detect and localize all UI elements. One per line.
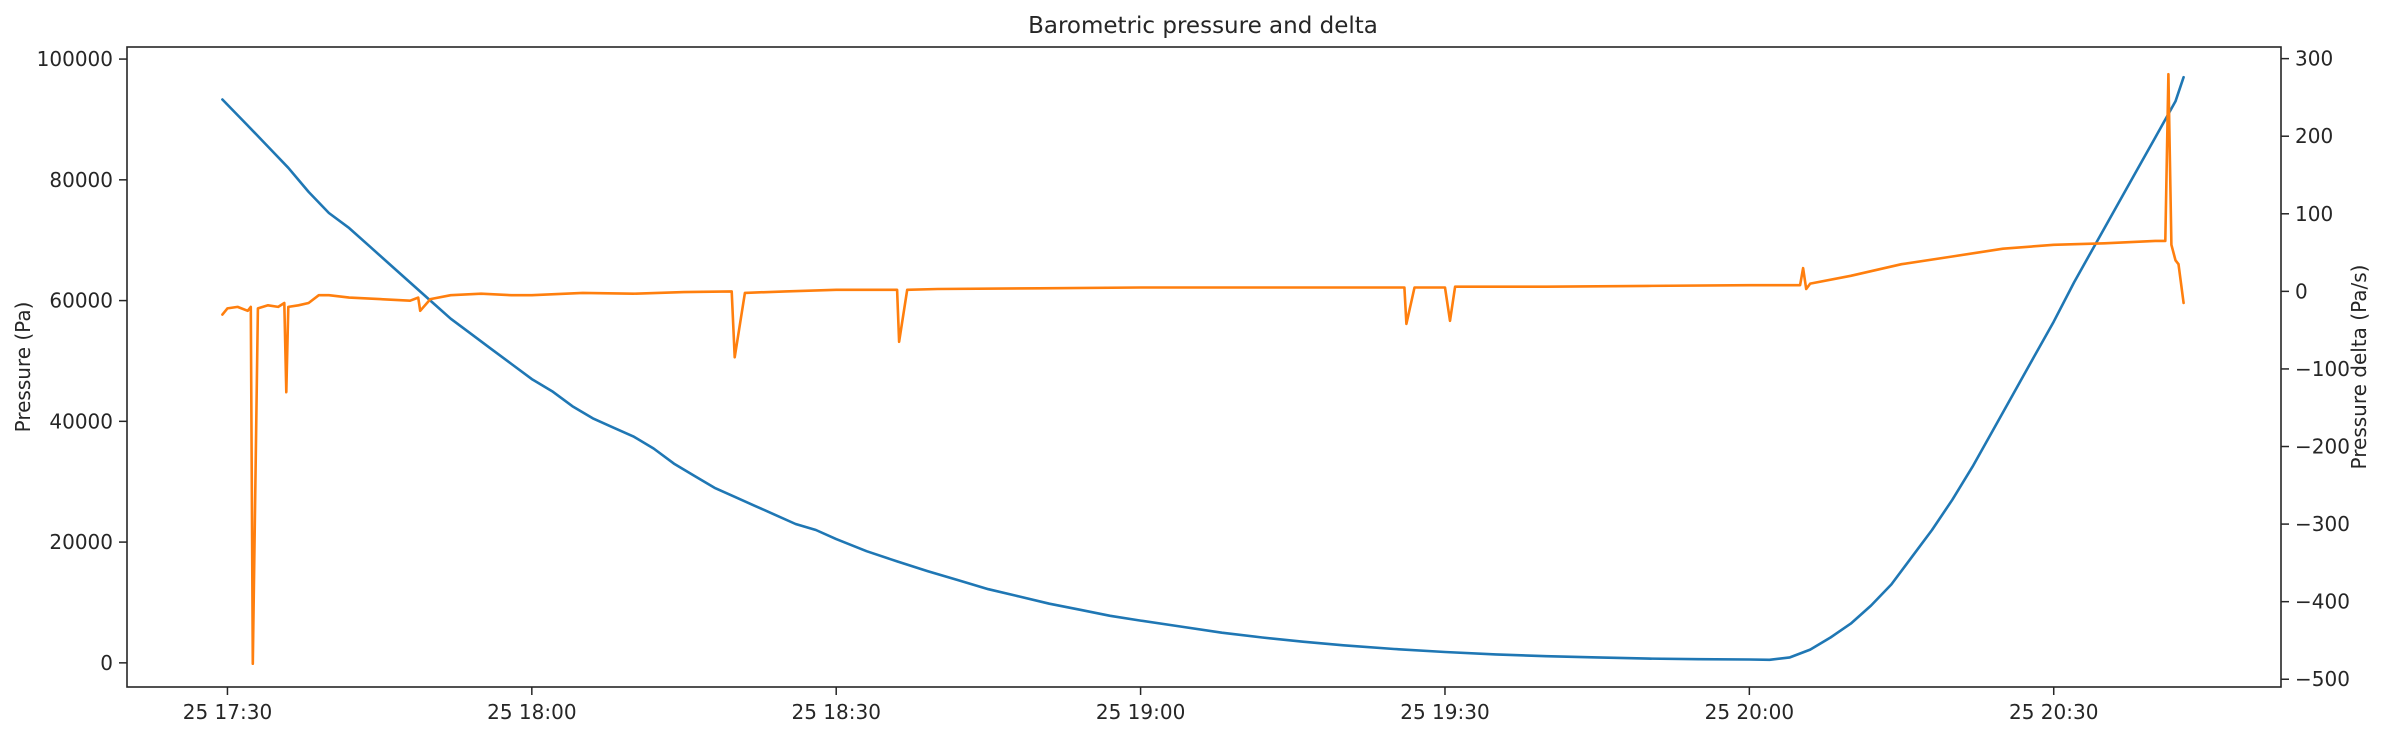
y-axis-label-right: Pressure delta (Pa/s) bbox=[2347, 265, 2371, 470]
y-tick-label-right: 300 bbox=[2295, 47, 2333, 71]
x-tick-label: 25 19:30 bbox=[1400, 700, 1489, 724]
y-tick-label-right: −100 bbox=[2295, 357, 2350, 381]
pressure-delta-line bbox=[221, 72, 2185, 666]
y-axis-left: 0 20000 40000 60000 80000 100000 bbox=[37, 47, 127, 675]
plot-lines bbox=[221, 72, 2185, 666]
y-tick-label-right: −500 bbox=[2295, 667, 2350, 691]
pressure-line bbox=[221, 75, 2185, 662]
y-tick-label-right: −200 bbox=[2295, 435, 2350, 459]
y-tick-label-left: 40000 bbox=[49, 409, 113, 433]
y-tick-label-left: 100000 bbox=[37, 47, 113, 71]
y-axis-label-left: Pressure (Pa) bbox=[11, 302, 35, 433]
x-tick-label: 25 20:00 bbox=[1705, 700, 1794, 724]
x-axis: 25 17:30 25 18:00 25 18:30 25 19:00 25 19:30… bbox=[183, 687, 2098, 724]
x-tick-label: 25 18:30 bbox=[791, 700, 880, 724]
y-tick-label-left: 20000 bbox=[49, 530, 113, 554]
plot-frame bbox=[126, 46, 2282, 688]
x-tick-label: 25 18:00 bbox=[487, 700, 576, 724]
x-tick-label: 25 20:30 bbox=[2009, 700, 2098, 724]
y-tick-label-right: 200 bbox=[2295, 124, 2333, 148]
chart-title: Barometric pressure and delta bbox=[1028, 13, 1378, 39]
y-axis-right: −500 −400 −300 −200 −100 0 100 200 300 bbox=[2281, 47, 2350, 691]
y-tick-label-left: 0 bbox=[100, 651, 113, 675]
x-tick-label: 25 17:30 bbox=[183, 700, 272, 724]
y-tick-label-left: 80000 bbox=[49, 168, 113, 192]
x-tick-label: 25 19:00 bbox=[1096, 700, 1185, 724]
y-tick-label-right: −300 bbox=[2295, 512, 2350, 536]
y-tick-label-right: 0 bbox=[2295, 279, 2308, 303]
y-tick-label-right: −400 bbox=[2295, 590, 2350, 614]
y-tick-label-left: 60000 bbox=[49, 289, 113, 313]
y-tick-label-right: 100 bbox=[2295, 202, 2333, 226]
